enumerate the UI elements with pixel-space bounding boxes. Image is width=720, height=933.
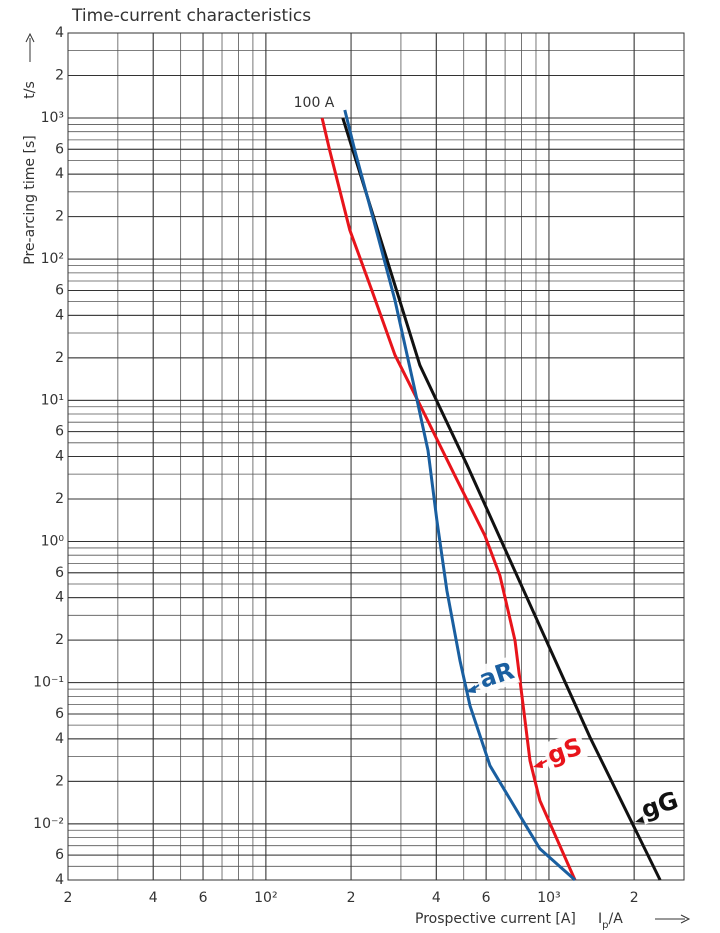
y-tick-label: 2 [55, 773, 64, 789]
x-tick-label: 6 [482, 890, 491, 906]
plot-frame [67, 32, 685, 881]
series-label-group: gG [636, 785, 684, 825]
x-axis-arrowhead [680, 914, 691, 924]
y-axis-unit: t/s [22, 81, 38, 99]
y-tick-label: 6 [55, 141, 64, 157]
y-tick-label: 2 [55, 491, 64, 507]
y-tick-label: 4 [55, 307, 64, 323]
y-tick-label: 4 [55, 166, 64, 182]
x-tick-label: 6 [199, 890, 208, 906]
series-label-arrow [466, 685, 476, 693]
y-axis-arrowhead [25, 32, 35, 43]
y-tick-label: 4 [55, 590, 64, 606]
x-tick-label: 2 [64, 890, 73, 906]
x-tick-label: 10² [254, 890, 277, 906]
x-tick-label: 4 [432, 890, 441, 906]
y-tick-label: 4 [55, 731, 64, 747]
series-label-arrow [635, 815, 645, 823]
y-tick-label: 4 [55, 25, 64, 41]
y-tick-label: 6 [55, 282, 64, 298]
x-axis-unit: Ip/A [598, 911, 623, 931]
y-tick-label: 10⁰ [41, 533, 65, 549]
y-tick-label: 10³ [41, 110, 64, 126]
x-unit-symbol: I [598, 911, 602, 927]
y-tick-label: 10² [41, 251, 64, 267]
y-tick-label: 2 [55, 67, 64, 83]
y-axis-label: Pre-arcing time [s] [22, 135, 38, 264]
x-tick-label: 2 [630, 890, 639, 906]
y-tick-label: 2 [55, 209, 64, 225]
x-tick-label: 10³ [537, 890, 560, 906]
y-tick-label: 6 [55, 706, 64, 722]
series-line [343, 109, 576, 882]
x-tick-label: 2 [347, 890, 356, 906]
y-tick-label: 6 [55, 847, 64, 863]
x-unit-unit: /A [609, 911, 624, 927]
y-tick-label: 6 [55, 424, 64, 440]
annotation: 100 A [294, 95, 335, 111]
series-line [320, 117, 577, 881]
series-label-box [473, 655, 521, 695]
series-label-box [541, 731, 589, 771]
x-tick-label: 4 [149, 890, 158, 906]
series-label-group: gS [541, 731, 589, 771]
series-label-box [636, 785, 684, 825]
series-label-arrow [533, 760, 543, 768]
y-tick-label: 10¹ [41, 392, 64, 408]
y-tick-label: 6 [55, 565, 64, 581]
y-tick-label: 4 [55, 449, 64, 465]
series-label-group: aR [473, 655, 521, 695]
chart-title: Time-current characteristics [71, 6, 311, 26]
x-unit-sub: p [602, 920, 608, 931]
y-tick-label: 4 [55, 872, 64, 888]
y-tick-label: 10⁻¹ [33, 675, 64, 691]
y-tick-label: 2 [55, 350, 64, 366]
x-axis-label: Prospective current [A] [415, 911, 576, 927]
y-tick-label: 2 [55, 632, 64, 648]
annotation-box [283, 92, 345, 114]
y-tick-label: 10⁻² [33, 816, 64, 832]
series-line [341, 117, 662, 881]
